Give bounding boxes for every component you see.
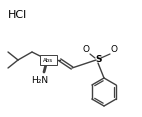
Text: S: S: [96, 55, 102, 64]
Text: O: O: [110, 46, 117, 55]
Text: HCl: HCl: [8, 10, 27, 20]
FancyBboxPatch shape: [39, 55, 57, 65]
Text: Abs: Abs: [43, 57, 53, 62]
Text: H₂N: H₂N: [31, 76, 49, 85]
Text: O: O: [83, 46, 89, 55]
